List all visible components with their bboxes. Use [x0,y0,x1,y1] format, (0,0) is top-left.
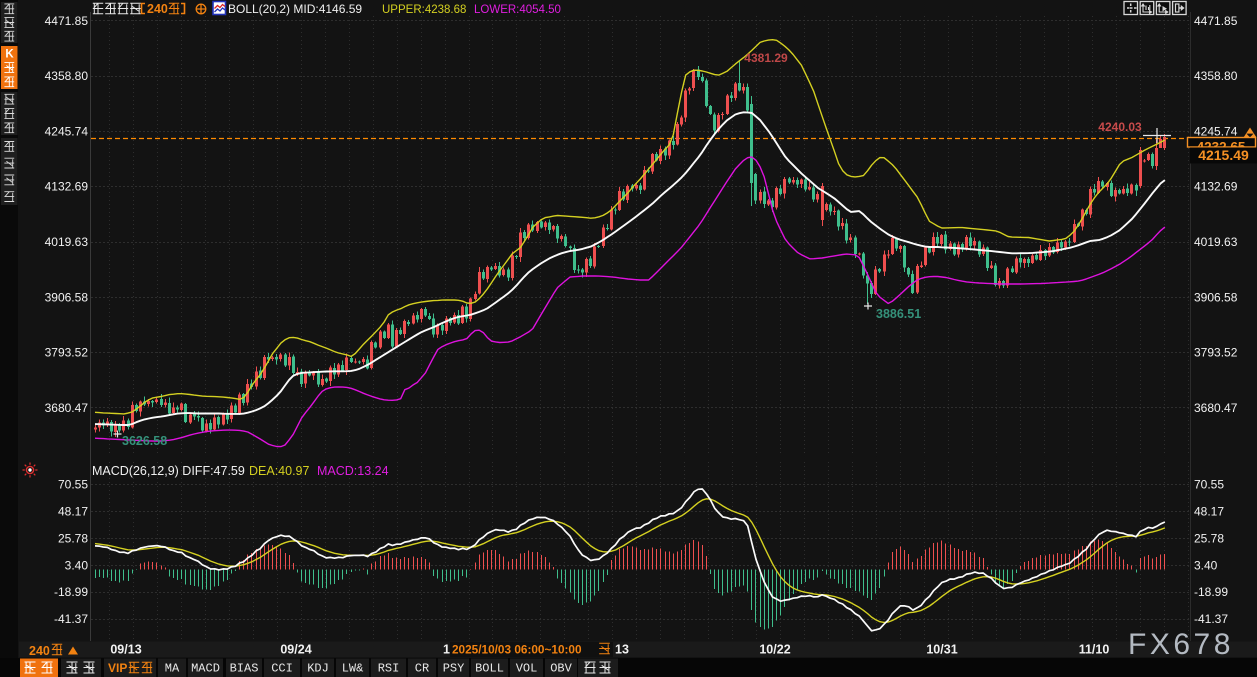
svg-text:48.17: 48.17 [58,505,88,519]
svg-text:3906.58: 3906.58 [45,290,89,304]
svg-text:CCI: CCI [271,662,293,676]
svg-text:25.78: 25.78 [58,531,88,545]
svg-text:CR: CR [415,662,429,676]
svg-text:VIP: VIP [108,661,127,675]
svg-text:3680.47: 3680.47 [45,401,89,415]
svg-text:70.55: 70.55 [1194,478,1224,492]
svg-text:3906.58: 3906.58 [1194,290,1238,304]
svg-text:4132.69: 4132.69 [1194,180,1238,194]
svg-text:4019.63: 4019.63 [45,235,89,249]
svg-text:-41.37: -41.37 [54,612,88,626]
svg-text:MACD:13.24: MACD:13.24 [317,464,389,478]
svg-text:VOL: VOL [516,662,538,676]
svg-text:13: 13 [615,643,629,657]
svg-text:3886.51: 3886.51 [876,307,921,321]
svg-text:MACD: MACD [191,662,220,676]
svg-text:4245.74: 4245.74 [45,124,89,138]
svg-text:10/22: 10/22 [759,643,790,657]
svg-text:3680.47: 3680.47 [1194,401,1238,415]
svg-text:4471.85: 4471.85 [1194,14,1238,28]
svg-text:2025/10/03 06:00~10:00: 2025/10/03 06:00~10:00 [452,643,582,657]
svg-text:11/10: 11/10 [1079,643,1110,657]
svg-text:BOLL(20,2) MID:4146.59: BOLL(20,2) MID:4146.59 [228,2,362,16]
svg-text:240: 240 [147,2,168,16]
svg-text:4358.80: 4358.80 [1194,69,1238,83]
svg-text:3793.52: 3793.52 [1194,346,1238,360]
svg-text:10/31: 10/31 [926,643,957,657]
svg-text:BOLL: BOLL [475,662,504,676]
svg-text:MACD(26,12,9) DIFF:47.59: MACD(26,12,9) DIFF:47.59 [92,464,245,478]
svg-text:-41.37: -41.37 [1194,612,1228,626]
svg-text:09/13: 09/13 [110,643,141,657]
svg-text:4019.63: 4019.63 [1194,235,1238,249]
svg-text:3.40: 3.40 [65,558,89,572]
svg-text:25.78: 25.78 [1194,531,1224,545]
svg-text:DEA:40.97: DEA:40.97 [249,464,310,478]
svg-text:1: 1 [443,643,450,657]
svg-text:4471.85: 4471.85 [45,14,89,28]
svg-text:70.55: 70.55 [58,478,88,492]
svg-text:KDJ: KDJ [307,662,329,676]
svg-text:240: 240 [29,644,50,658]
svg-text:4232.65: 4232.65 [1197,140,1246,155]
svg-text:FX678: FX678 [1128,628,1234,661]
svg-text:-18.99: -18.99 [1194,585,1228,599]
svg-text:3626.58: 3626.58 [122,434,167,448]
svg-text:PSY: PSY [443,662,465,676]
svg-text:BIAS: BIAS [230,662,259,676]
svg-text:4381.29: 4381.29 [744,51,788,65]
svg-text:3.40: 3.40 [1194,558,1218,572]
svg-text:UPPER:4238.68: UPPER:4238.68 [382,4,466,16]
svg-text:48.17: 48.17 [1194,505,1224,519]
svg-text:K: K [5,49,14,61]
svg-text:4245.74: 4245.74 [1194,124,1238,138]
svg-text:4132.69: 4132.69 [45,180,89,194]
svg-text:-18.99: -18.99 [54,585,88,599]
svg-text:09/24: 09/24 [280,643,311,657]
svg-text:4358.80: 4358.80 [45,69,89,83]
svg-text:4215.49: 4215.49 [1198,147,1249,163]
svg-text:4240.03: 4240.03 [1098,120,1142,134]
svg-text:3793.52: 3793.52 [45,346,89,360]
svg-text:OBV: OBV [550,662,572,676]
svg-text:MA: MA [165,662,180,676]
svg-text:LW&: LW& [342,662,364,676]
svg-text:RSI: RSI [378,662,400,676]
svg-text:LOWER:4054.50: LOWER:4054.50 [474,4,561,16]
